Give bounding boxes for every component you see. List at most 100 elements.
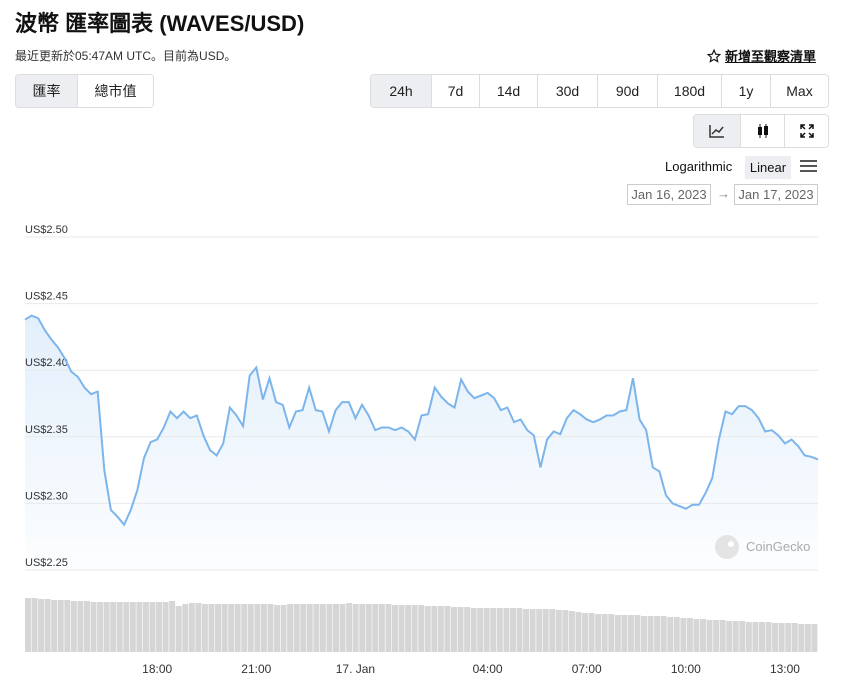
- volume-bar: [568, 611, 575, 652]
- volume-bar: [470, 608, 477, 652]
- scale-linear[interactable]: Linear: [745, 156, 791, 179]
- tab[interactable]: 總市值: [77, 75, 153, 107]
- volume-bar: [241, 604, 248, 652]
- date-to[interactable]: Jan 17, 2023: [734, 184, 818, 205]
- volume-bar: [254, 604, 261, 652]
- candle-icon: [757, 124, 768, 138]
- range-button[interactable]: 30d: [537, 75, 597, 107]
- volume-bar: [300, 604, 307, 652]
- range-button[interactable]: 7d: [431, 75, 479, 107]
- range-group: 24h 7d 14d 30d 90d 180d 1y Max: [370, 74, 829, 108]
- volume-bar: [162, 602, 169, 652]
- volume-bar: [195, 603, 202, 652]
- volume-bar: [378, 604, 385, 652]
- volume-bar: [103, 602, 110, 652]
- volume-bar: [280, 605, 287, 652]
- volume-bar: [621, 615, 628, 652]
- volume-bar: [116, 602, 123, 652]
- volume-bar: [765, 622, 772, 652]
- x-tick-label: 07:00: [572, 662, 602, 676]
- volume-bar: [503, 608, 510, 652]
- volume-bar: [582, 613, 589, 652]
- volume-bar: [772, 623, 779, 652]
- volume-bar: [339, 604, 346, 652]
- watermark-logo: [715, 535, 739, 559]
- volume-bar: [38, 599, 45, 652]
- volume-bar: [31, 598, 38, 652]
- volume-bar: [555, 610, 562, 652]
- volume-bar: [287, 604, 294, 652]
- volume-bar: [201, 604, 208, 652]
- volume-bar: [562, 610, 569, 652]
- volume-bar: [693, 619, 700, 652]
- volume-bar: [759, 622, 765, 652]
- subtitle: 最近更新於05:47AM UTC。目前為USD。: [15, 49, 237, 63]
- volume-bar: [713, 620, 720, 652]
- volume-bar: [169, 601, 176, 652]
- volume-bar: [57, 600, 64, 652]
- star-icon: [707, 48, 721, 63]
- volume-bar: [411, 605, 418, 652]
- volume-bar: [549, 609, 556, 652]
- date-arrow: →: [717, 186, 730, 201]
- volume-bar: [464, 607, 471, 652]
- volume-bar: [123, 602, 130, 652]
- date-from[interactable]: Jan 16, 2023: [627, 184, 711, 205]
- range-button[interactable]: 90d: [597, 75, 657, 107]
- fullscreen-icon: [799, 124, 814, 138]
- range-button[interactable]: 24h: [371, 75, 431, 107]
- volume-bar: [641, 616, 648, 652]
- volume-bar: [149, 602, 156, 652]
- watchlist-link[interactable]: 新增至觀察清單: [707, 46, 816, 65]
- volume-bar: [175, 606, 182, 652]
- watermark: CoinGecko: [746, 539, 810, 554]
- x-tick-label: 04:00: [473, 662, 503, 676]
- volume-bar: [247, 604, 254, 652]
- volume-bar: [601, 614, 608, 652]
- tab-group: 匯率 總市值: [15, 74, 154, 108]
- volume-bar: [260, 604, 267, 652]
- volume-bar: [575, 612, 582, 652]
- volume-bar: [811, 624, 818, 652]
- volume-bar: [798, 624, 805, 652]
- volume-bar: [680, 618, 687, 652]
- fullscreen-button[interactable]: [784, 115, 828, 147]
- volume-bar: [326, 604, 333, 652]
- volume-bar: [64, 600, 71, 652]
- menu-icon[interactable]: [800, 159, 817, 173]
- range-button[interactable]: 14d: [479, 75, 537, 107]
- volume-bar: [542, 609, 549, 652]
- volume-bar: [97, 602, 104, 652]
- volume-bar: [274, 605, 280, 652]
- volume-bar: [221, 604, 228, 652]
- volume-bar: [333, 604, 339, 652]
- volume-bar: [405, 605, 412, 652]
- range-button[interactable]: 1y: [721, 75, 770, 107]
- range-button[interactable]: Max: [770, 75, 828, 107]
- volume-bar: [44, 599, 51, 652]
- volume-bar: [726, 621, 733, 652]
- x-tick-label: 18:00: [142, 662, 172, 676]
- volume-bar: [588, 613, 595, 652]
- volume-bar: [437, 606, 444, 652]
- volume-bar: [70, 601, 77, 652]
- volume-bar: [418, 605, 425, 652]
- volume-bar: [719, 620, 726, 652]
- chart-type-group: [693, 114, 829, 148]
- volume-bar: [686, 618, 693, 652]
- tab[interactable]: 匯率: [16, 75, 77, 107]
- line-chart-button[interactable]: [694, 115, 740, 147]
- range-button[interactable]: 180d: [657, 75, 721, 107]
- volume-bar: [234, 604, 241, 652]
- volume-bar: [778, 623, 785, 652]
- scale-log[interactable]: Logarithmic: [665, 159, 733, 174]
- candle-chart-button[interactable]: [740, 115, 784, 147]
- volume-bar: [267, 604, 274, 652]
- price-line: [24, 314, 819, 527]
- volume-bar: [450, 607, 457, 652]
- volume-bar: [700, 619, 706, 652]
- volume-bar: [483, 608, 490, 652]
- volume-bar: [352, 604, 359, 652]
